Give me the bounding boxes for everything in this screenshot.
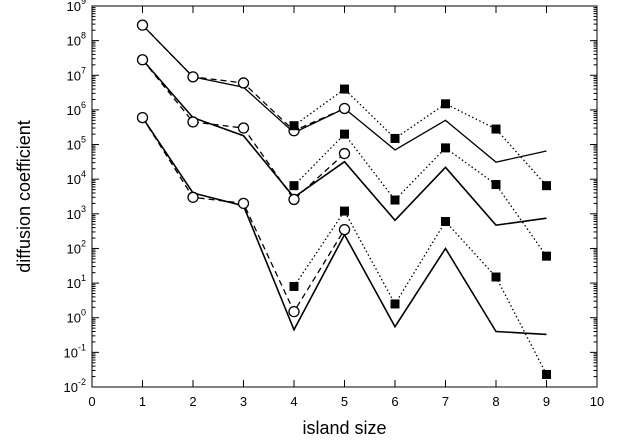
square-marker	[441, 217, 450, 227]
square-marker	[340, 129, 349, 139]
circle-marker	[136, 19, 149, 31]
y-tick-label: 108	[67, 31, 86, 49]
series-group-3	[136, 111, 551, 379]
y-tick-exponent: 5	[81, 135, 86, 145]
solid-series-line	[141, 59, 547, 227]
x-tick-label: 1	[139, 394, 146, 409]
square-marker	[340, 206, 349, 216]
y-tick-exponent: 6	[81, 100, 86, 110]
y-tick-label: 104	[67, 169, 86, 187]
x-tick-label: 0	[88, 394, 95, 409]
y-tick-exponent: 1	[81, 273, 86, 283]
y-tick-label: 102	[67, 238, 86, 256]
y-tick-exponent: 9	[81, 0, 86, 6]
y-tick-exponent: -1	[78, 342, 86, 352]
x-tick-label: 2	[189, 394, 196, 409]
y-tick-exponent: -2	[78, 377, 86, 387]
y-tick-label: 10-2	[64, 377, 86, 395]
series-layer	[136, 19, 551, 379]
y-tick-exponent: 0	[81, 308, 86, 318]
x-tick-label: 9	[543, 394, 550, 409]
circle-marker	[338, 147, 351, 160]
square-marker	[441, 99, 450, 109]
y-axis-title: diffusion coefficient	[14, 120, 34, 272]
square-marker	[289, 181, 299, 191]
x-tick-label: 3	[240, 394, 247, 409]
square-marker	[491, 124, 501, 134]
square-marker	[542, 369, 551, 379]
series-group-1	[136, 19, 551, 191]
circle-marker	[288, 305, 300, 318]
y-tick-label: 103	[67, 204, 86, 222]
y-tick-label: 105	[67, 135, 86, 153]
circle-marker	[237, 122, 250, 134]
y-tick-label: 109	[67, 0, 86, 14]
x-tick-label: 7	[442, 394, 449, 409]
square-marker	[441, 143, 450, 153]
y-tick-label: 101	[67, 273, 86, 291]
square-marker	[390, 299, 400, 309]
y-tick-exponent: 8	[81, 31, 86, 41]
dotted-series-line	[293, 133, 548, 257]
square-marker	[390, 133, 400, 143]
y-tick-label: 10-1	[64, 342, 86, 360]
square-marker	[491, 180, 501, 190]
circle-marker	[187, 116, 199, 128]
x-axis-ticks: 0 1 2 3 4 5 6 7 8 9 10	[88, 6, 604, 409]
circle-marker	[136, 54, 149, 66]
series-group-2	[136, 54, 551, 261]
square-marker	[542, 181, 551, 191]
dashed-series-line	[141, 117, 346, 313]
y-tick-exponent: 2	[81, 238, 86, 248]
circle-marker	[187, 191, 199, 203]
circle-marker	[237, 197, 250, 210]
solid-series-line	[142, 24, 547, 163]
square-marker	[289, 121, 299, 131]
plot-frame	[91, 5, 598, 388]
x-tick-label: 5	[341, 394, 348, 409]
y-tick-label: 100	[67, 308, 86, 326]
circle-marker	[288, 193, 300, 206]
square-marker	[340, 84, 349, 94]
y-tick-label: 107	[67, 65, 86, 83]
circle-marker	[187, 71, 199, 83]
dotted-series-line	[293, 209, 548, 375]
square-marker	[542, 251, 551, 261]
square-marker	[491, 272, 501, 282]
square-marker	[289, 281, 299, 291]
x-axis-title: island size	[302, 418, 386, 438]
y-tick-exponent: 4	[81, 169, 86, 179]
square-marker	[390, 195, 400, 205]
circle-marker	[136, 111, 149, 124]
y-tick-exponent: 7	[81, 65, 86, 75]
circle-marker	[338, 102, 351, 115]
circle-marker	[237, 77, 250, 89]
y-tick-label: 106	[67, 100, 86, 118]
y-tick-exponent: 3	[81, 204, 86, 214]
circle-marker	[338, 223, 351, 236]
x-tick-label: 8	[492, 394, 499, 409]
x-tick-label: 10	[590, 394, 604, 409]
x-tick-label: 6	[391, 394, 398, 409]
x-tick-label: 4	[290, 394, 297, 409]
